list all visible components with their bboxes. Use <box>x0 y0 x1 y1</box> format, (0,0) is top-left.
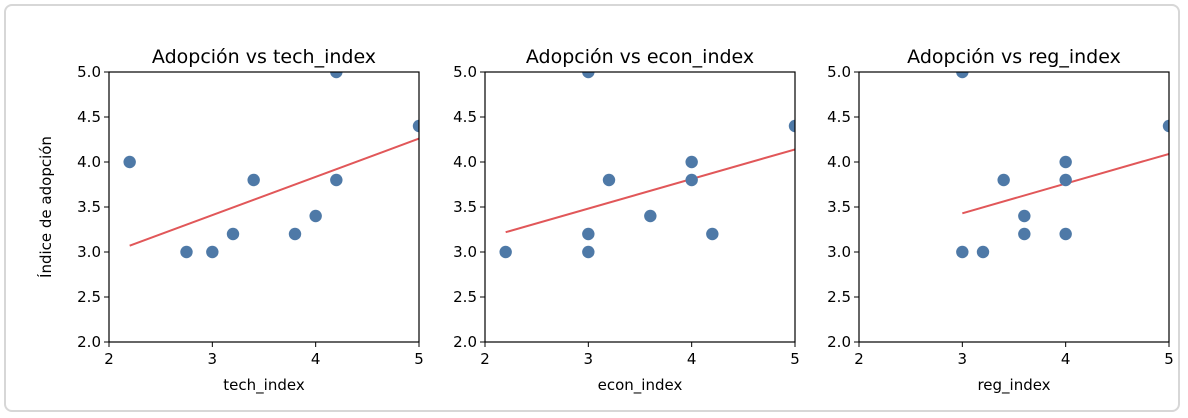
data-point <box>226 227 240 241</box>
trend-line <box>505 148 795 234</box>
data-point <box>582 245 595 259</box>
y-tick-label: 4.5 <box>77 108 101 126</box>
data-point <box>956 245 969 259</box>
y-tick-label: 2.5 <box>77 288 101 306</box>
y-tick-label: 5.0 <box>827 63 851 81</box>
data-point <box>582 227 595 241</box>
data-point <box>1018 227 1031 241</box>
subplot-2: Adopción vs econ_index 2 3 4 5 2.0 2.5 3.0 3.5 4.… <box>453 46 800 395</box>
x-tick-label: 3 <box>958 350 968 368</box>
data-point <box>1059 155 1072 169</box>
data-point <box>1162 119 1169 133</box>
subplot-3: Adopción vs reg_index 2 3 4 5 2.0 2.5 3.0 3.5 4.0… <box>827 46 1174 395</box>
chart-panel: Adopción vs tech_index 2 3 4 5 2.0 2.5 3.0 3.5 4.… <box>4 4 1180 412</box>
scatter-figure: Adopción vs tech_index 2 3 4 5 2.0 2.5 3.0 3.5 4.… <box>36 46 1174 395</box>
data-point <box>997 173 1010 187</box>
axes-frame <box>484 71 796 343</box>
x-axis-label: tech_index <box>223 376 305 395</box>
data-point <box>685 155 698 169</box>
axes-frame <box>108 71 420 343</box>
x-tick-label: 5 <box>414 350 424 368</box>
subplot-1: Adopción vs tech_index 2 3 4 5 2.0 2.5 3.0 3.5 4.… <box>36 46 424 395</box>
axes-frame <box>858 71 1170 343</box>
data-point <box>309 209 322 223</box>
chart-title: Adopción vs reg_index <box>907 46 1121 68</box>
data-point <box>706 227 719 241</box>
y-tick-label: 3.5 <box>827 198 851 216</box>
data-point <box>1018 209 1031 223</box>
data-point <box>602 173 616 187</box>
data-point <box>956 72 969 79</box>
y-tick-label: 4.0 <box>77 153 101 171</box>
data-point <box>206 245 219 259</box>
x-tick-label: 4 <box>1061 350 1071 368</box>
y-tick-label: 2.0 <box>827 333 851 351</box>
data-point <box>1059 227 1072 241</box>
data-point <box>788 119 795 133</box>
data-point <box>180 245 193 259</box>
x-tick-label: 5 <box>790 350 800 368</box>
x-tick-label: 3 <box>208 350 218 368</box>
data-point <box>685 173 698 187</box>
data-point <box>288 227 302 241</box>
y-tick-label: 3.0 <box>827 243 851 261</box>
y-tick-label: 4.0 <box>453 153 477 171</box>
x-tick-label: 5 <box>1164 350 1174 368</box>
y-tick-label: 2.0 <box>77 333 101 351</box>
trend-line <box>129 137 419 247</box>
y-tick-label: 2.5 <box>453 288 477 306</box>
x-tick-label: 4 <box>311 350 321 368</box>
chart-title: Adopción vs econ_index <box>526 46 754 68</box>
y-tick-label: 2.0 <box>453 333 477 351</box>
data-point <box>247 173 260 187</box>
data-point <box>123 155 136 169</box>
x-axis-label: reg_index <box>977 376 1050 395</box>
y-tick-label: 3.0 <box>77 243 101 261</box>
y-tick-label: 4.0 <box>827 153 851 171</box>
data-point <box>644 209 657 223</box>
data-point <box>412 119 419 133</box>
data-point <box>582 72 595 79</box>
data-point <box>1059 173 1072 187</box>
y-axis-label: Índice de adopción <box>36 136 55 278</box>
data-point <box>976 245 990 259</box>
y-tick-label: 3.0 <box>453 243 477 261</box>
x-tick-label: 3 <box>584 350 594 368</box>
x-tick-label: 4 <box>687 350 697 368</box>
x-tick-label: 2 <box>104 350 114 368</box>
y-tick-label: 3.5 <box>77 198 101 216</box>
data-point <box>499 245 512 259</box>
x-axis-label: econ_index <box>598 376 683 395</box>
data-point <box>330 72 343 79</box>
y-tick-label: 5.0 <box>77 63 101 81</box>
x-tick-label: 2 <box>480 350 490 368</box>
x-tick-label: 2 <box>854 350 864 368</box>
data-point <box>330 173 343 187</box>
y-tick-label: 2.5 <box>827 288 851 306</box>
chart-title: Adopción vs tech_index <box>152 46 376 68</box>
y-tick-label: 4.5 <box>453 108 477 126</box>
y-tick-label: 4.5 <box>827 108 851 126</box>
y-tick-label: 5.0 <box>453 63 477 81</box>
y-tick-label: 3.5 <box>453 198 477 216</box>
